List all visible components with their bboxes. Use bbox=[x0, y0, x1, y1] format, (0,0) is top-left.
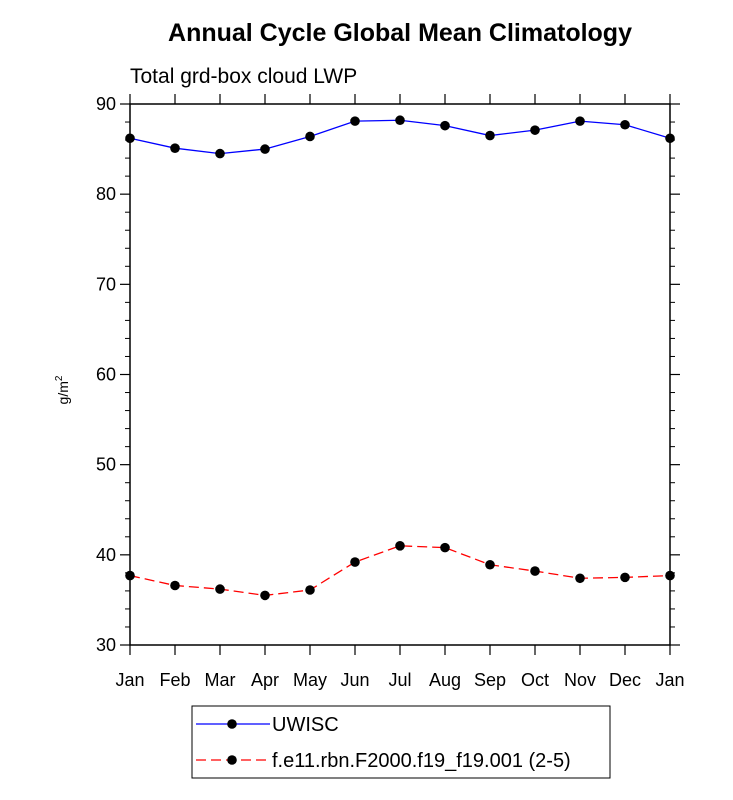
series-1-point bbox=[485, 130, 495, 141]
x-tick-label: Jul bbox=[388, 670, 411, 690]
series-2-point bbox=[620, 572, 630, 583]
x-tick-label: Mar bbox=[205, 670, 236, 690]
series-2-point bbox=[215, 584, 225, 594]
legend-marker-1 bbox=[227, 719, 237, 729]
series-1-point bbox=[620, 119, 630, 130]
series-1-point bbox=[215, 148, 225, 159]
axes-layer: 30 40 50 60 70 80 90 Jan Feb Mar Apr May Jun Jul Aug Se… bbox=[96, 94, 685, 690]
series-1-point bbox=[395, 115, 405, 126]
x-tick-label: Sep bbox=[474, 670, 506, 690]
y-tick-label: 50 bbox=[96, 455, 116, 475]
series-2-point bbox=[170, 580, 180, 591]
legend-marker-2 bbox=[227, 755, 237, 765]
series-2-point bbox=[665, 570, 675, 581]
series-2-point bbox=[530, 566, 540, 576]
plot-frame bbox=[129, 103, 671, 646]
y-tick-label: 60 bbox=[96, 365, 116, 385]
x-tick-label: Dec bbox=[609, 670, 641, 690]
chart-title: Annual Cycle Global Mean Climatology bbox=[168, 19, 632, 47]
legend-label-1: UWISC bbox=[272, 714, 339, 736]
series-2-point bbox=[395, 541, 405, 551]
legend-label-2: f.e11.rbn.F2000.f19_f19.001 (2-5) bbox=[272, 750, 571, 772]
series-1-point bbox=[260, 144, 270, 154]
y-tick-label: 80 bbox=[96, 184, 116, 204]
series-1-point bbox=[530, 125, 540, 135]
x-tick-label: Jan bbox=[655, 670, 684, 690]
x-tick-label: Jun bbox=[340, 670, 369, 690]
series-2-point bbox=[305, 585, 315, 595]
x-tick-label: Oct bbox=[521, 670, 549, 690]
series-1-point bbox=[440, 120, 450, 131]
series-2-point bbox=[350, 557, 360, 567]
series-layer bbox=[125, 115, 675, 601]
series-2-point bbox=[260, 590, 270, 601]
series-2-point bbox=[485, 559, 495, 570]
series-1-point bbox=[125, 133, 135, 144]
series-1-point bbox=[665, 133, 675, 144]
x-tick-label: May bbox=[293, 670, 327, 690]
legend: UWISC f.e11.rbn.F2000.f19_f19.001 (2-5) bbox=[191, 705, 611, 779]
series-1-point bbox=[575, 116, 585, 126]
x-tick-label: Jan bbox=[115, 670, 144, 690]
series-line-2 bbox=[129, 545, 671, 597]
x-tick-label: Feb bbox=[159, 670, 190, 690]
series-1-point bbox=[170, 143, 180, 153]
y-tick-label: 30 bbox=[96, 635, 116, 655]
series-2-point bbox=[575, 573, 585, 584]
x-tick-label: Aug bbox=[429, 670, 461, 690]
series-1-point bbox=[350, 116, 360, 126]
legend-box bbox=[191, 705, 611, 779]
series-2-point bbox=[440, 542, 450, 553]
y-axis-label-superscript: 2 bbox=[54, 375, 65, 381]
y-tick-label: 40 bbox=[96, 545, 116, 565]
y-axis-label: g/m2 bbox=[54, 375, 71, 404]
series-line-1 bbox=[129, 119, 671, 155]
series-2-point bbox=[125, 570, 135, 581]
chart-subtitle: Total grd-box cloud LWP bbox=[130, 65, 357, 88]
y-tick-label: 70 bbox=[96, 274, 116, 294]
y-axis-label-base: g/m bbox=[55, 381, 71, 404]
x-tick-label: Nov bbox=[564, 670, 596, 690]
y-tick-label: 90 bbox=[96, 94, 116, 114]
x-tick-label: Apr bbox=[251, 670, 279, 690]
series-1-point bbox=[305, 131, 315, 142]
